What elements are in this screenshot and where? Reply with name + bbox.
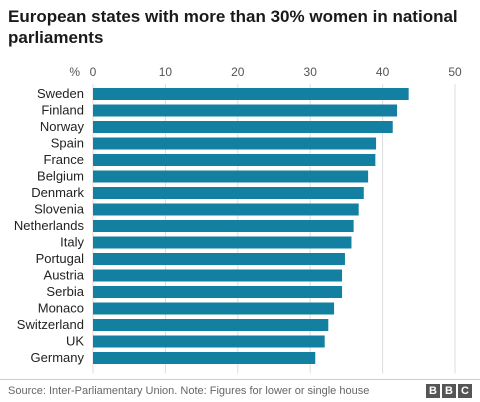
category-label: Germany [31, 350, 85, 365]
category-label: Netherlands [14, 218, 85, 233]
bars [93, 88, 409, 364]
bar [93, 187, 364, 199]
bar [93, 104, 398, 117]
source-note: Source: Inter-Parliamentary Union. Note:… [8, 385, 370, 397]
category-label: Italy [60, 235, 84, 250]
bar [93, 137, 377, 150]
category-label: Serbia [46, 284, 84, 299]
footer-divider [0, 379, 480, 380]
category-label: Monaco [38, 301, 84, 316]
category-label: Sweden [37, 86, 84, 101]
x-tick-label: 30 [304, 65, 318, 79]
x-axis-ticks: % 0 10 20 30 40 50 [69, 65, 462, 79]
bar [93, 220, 354, 232]
bar [93, 236, 352, 249]
bar [93, 269, 343, 282]
bar [93, 121, 393, 133]
bar [93, 302, 335, 315]
x-tick-label: 0 [90, 65, 97, 79]
category-label: Switzerland [17, 317, 84, 332]
x-tick-label: 50 [448, 65, 462, 79]
bbc-logo-letter: C [458, 384, 472, 398]
category-label: UK [66, 334, 84, 349]
category-label: Finland [41, 103, 84, 118]
bar [93, 286, 343, 298]
category-label: Belgium [37, 169, 84, 184]
category-label: Norway [40, 119, 85, 134]
bar [93, 88, 409, 100]
bar [93, 335, 325, 348]
category-label: Denmark [31, 185, 84, 200]
chart-title: European states with more than 30% women… [8, 7, 458, 47]
bar [93, 154, 376, 166]
bar [93, 170, 369, 183]
bar [93, 203, 359, 216]
x-axis-unit-label: % [69, 65, 80, 79]
bbc-logo-letter: B [426, 384, 440, 398]
bbc-logo-letter: B [442, 384, 456, 398]
x-tick-label: 40 [376, 65, 390, 79]
category-label: Portugal [36, 251, 85, 266]
bbc-logo: B B C [426, 384, 472, 398]
category-label: Slovenia [34, 202, 85, 217]
bar [93, 319, 329, 331]
x-tick-label: 10 [159, 65, 173, 79]
bar [93, 352, 316, 364]
x-tick-label: 20 [231, 65, 245, 79]
category-label: Austria [44, 268, 85, 283]
bar [93, 253, 345, 265]
category-label: Spain [51, 136, 84, 151]
category-label: France [44, 152, 84, 167]
